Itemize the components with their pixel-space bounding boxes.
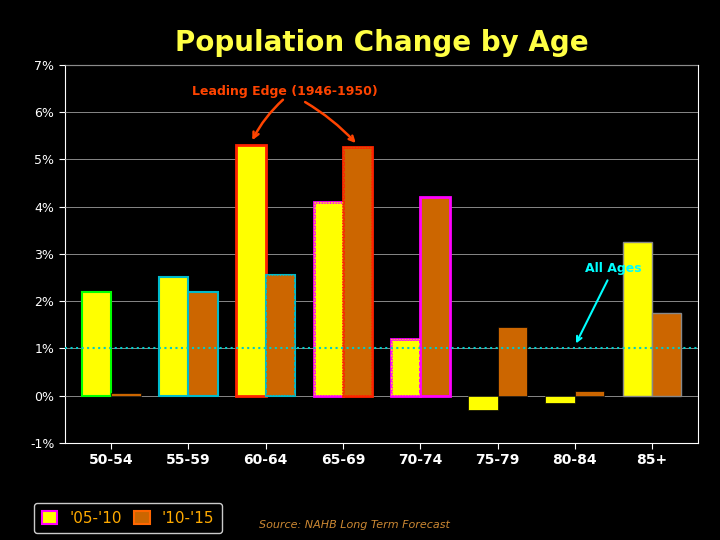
Legend: '05-'10, '10-'15: '05-'10, '10-'15	[35, 503, 222, 534]
Bar	[343, 147, 372, 395]
Bar	[189, 292, 217, 395]
Bar	[420, 197, 449, 395]
Bar	[266, 275, 295, 395]
Text: Source: NAHB Long Term Forecast: Source: NAHB Long Term Forecast	[259, 520, 450, 530]
Title: Population Change by Age: Population Change by Age	[175, 29, 588, 57]
Bar	[343, 147, 372, 395]
Bar	[623, 242, 652, 395]
Bar	[236, 145, 266, 395]
Bar	[652, 313, 681, 395]
Bar	[111, 393, 140, 395]
Bar	[575, 391, 604, 395]
Bar	[314, 202, 343, 395]
Bar	[314, 202, 343, 395]
Bar	[498, 327, 527, 395]
Bar	[391, 339, 420, 395]
Bar	[546, 395, 575, 403]
Bar	[391, 339, 420, 395]
Text: Leading Edge (1946-1950): Leading Edge (1946-1950)	[192, 85, 378, 141]
Bar	[82, 292, 111, 395]
Bar	[468, 395, 498, 410]
Bar	[266, 275, 295, 395]
Bar	[159, 278, 189, 395]
Text: All Ages: All Ages	[577, 262, 642, 341]
